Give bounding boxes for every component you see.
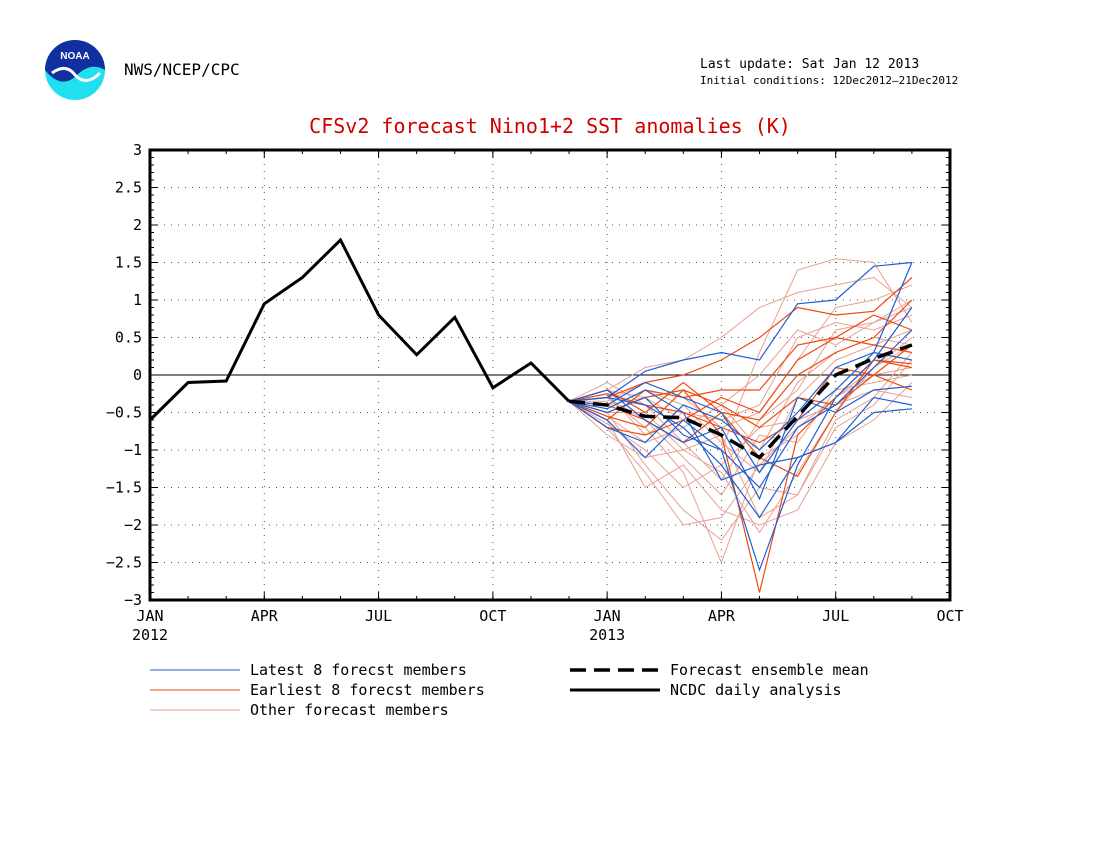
- earliest-member-line: [568, 336, 913, 436]
- y-tick-label: −2: [124, 516, 142, 534]
- other-member-line: [568, 359, 913, 519]
- y-tick-label: −0.5: [106, 404, 142, 422]
- forecast-members: [568, 258, 913, 593]
- x-tick-label: OCT: [479, 607, 506, 625]
- ncdc-analysis-line: [148, 237, 571, 422]
- y-tick-label: 1: [133, 291, 142, 309]
- legend-label: Other forecast members: [250, 701, 449, 719]
- other-member-line: [568, 276, 913, 402]
- x-tick-label: JAN: [594, 607, 621, 625]
- noaa-logo: NOAA: [44, 39, 106, 105]
- ensemble-mean-line: [568, 343, 913, 460]
- chart-title: CFSv2 forecast Nino1+2 SST anomalies (K): [309, 114, 791, 138]
- axis-ticks: −3−2.5−2−1.5−1−0.500.511.522.53JAN2012AP…: [106, 141, 964, 644]
- earliest-member-line: [568, 299, 913, 444]
- y-tick-label: −2.5: [106, 554, 142, 572]
- y-tick-label: −1: [124, 441, 142, 459]
- other-member-line: [568, 258, 913, 451]
- latest-member-line: [568, 385, 912, 501]
- legend-label: Forecast ensemble mean: [670, 661, 869, 679]
- x-tick-label: JAN: [136, 607, 163, 625]
- earliest-member-line: [568, 277, 913, 402]
- earliest-member-line: [568, 344, 913, 429]
- latest-member-line: [568, 262, 913, 474]
- latest-member-line: [568, 307, 913, 572]
- x-year-label: 2013: [589, 626, 625, 644]
- y-tick-label: 2: [133, 216, 142, 234]
- org-label: NWS/NCEP/CPC: [124, 60, 240, 79]
- x-tick-label: JUL: [822, 607, 849, 625]
- legend-label: NCDC daily analysis: [670, 681, 842, 699]
- legend: Latest 8 forecst members Earliest 8 forec…: [150, 661, 869, 719]
- legend-label: Latest 8 forecst members: [250, 661, 467, 679]
- earliest-member-line: [568, 359, 912, 478]
- latest-member-line: [568, 396, 913, 519]
- legend-label: Earliest 8 forecst members: [250, 681, 485, 699]
- logo-text: NOAA: [60, 51, 89, 62]
- y-tick-label: 3: [133, 141, 142, 159]
- x-tick-label: OCT: [936, 607, 963, 625]
- main-lines: [148, 237, 913, 460]
- latest-member-line: [568, 261, 912, 402]
- y-tick-label: −1.5: [106, 479, 142, 497]
- y-tick-label: 0: [133, 366, 142, 384]
- x-tick-label: APR: [251, 607, 279, 625]
- y-tick-label: 1.5: [115, 254, 142, 272]
- latest-member-line: [568, 351, 913, 451]
- latest-member-line: [568, 389, 912, 481]
- y-tick-label: −3: [124, 591, 142, 609]
- y-tick-label: 2.5: [115, 179, 142, 197]
- other-member-line: [569, 284, 913, 429]
- y-tick-label: 0.5: [115, 329, 142, 347]
- x-tick-label: APR: [708, 607, 736, 625]
- initial-conditions: Initial conditions: 12Dec2012–21Dec2012: [700, 74, 959, 87]
- other-member-line: [568, 382, 913, 526]
- last-update: Last update: Sat Jan 12 2013: [700, 57, 920, 72]
- x-tick-label: JUL: [365, 607, 392, 625]
- x-year-label: 2012: [132, 626, 168, 644]
